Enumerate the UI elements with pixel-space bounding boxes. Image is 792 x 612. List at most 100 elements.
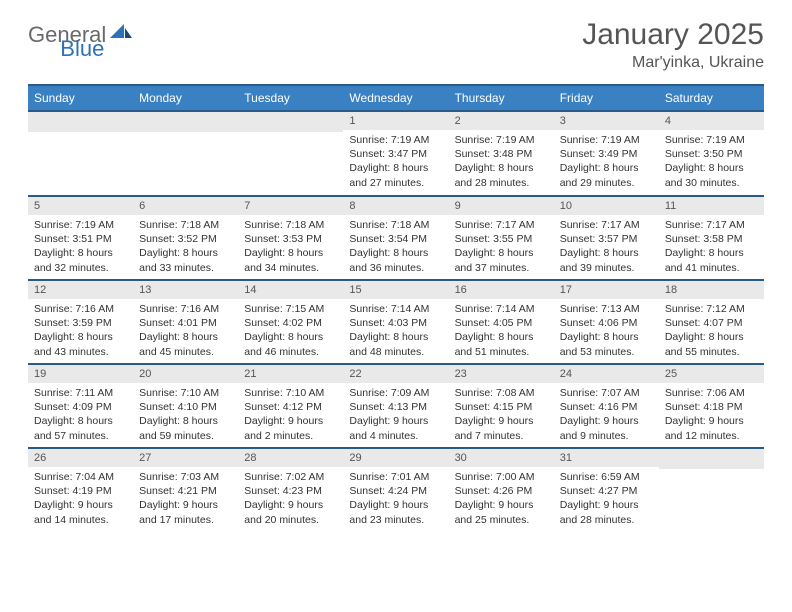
daylight-line: Daylight: 9 hours and 4 minutes. [349,414,442,442]
sunset-line: Sunset: 3:47 PM [349,147,442,161]
day-number: 9 [449,197,554,215]
sunset-line: Sunset: 4:15 PM [455,400,548,414]
dow-cell: Thursday [449,86,554,110]
day-number: 19 [28,365,133,383]
sunrise-line: Sunrise: 7:18 AM [139,218,232,232]
sunset-line: Sunset: 4:03 PM [349,316,442,330]
sunset-line: Sunset: 4:23 PM [244,484,337,498]
sunset-line: Sunset: 4:02 PM [244,316,337,330]
calendar-day-cell: 13Sunrise: 7:16 AMSunset: 4:01 PMDayligh… [133,281,238,363]
calendar-day-cell: 3Sunrise: 7:19 AMSunset: 3:49 PMDaylight… [554,112,659,195]
daylight-line: Daylight: 8 hours and 30 minutes. [665,161,758,189]
sunrise-line: Sunrise: 7:16 AM [34,302,127,316]
daylight-line: Daylight: 8 hours and 28 minutes. [455,161,548,189]
daylight-line: Daylight: 9 hours and 2 minutes. [244,414,337,442]
daylight-line: Daylight: 9 hours and 14 minutes. [34,498,127,526]
sunset-line: Sunset: 3:53 PM [244,232,337,246]
day-body: Sunrise: 7:06 AMSunset: 4:18 PMDaylight:… [659,383,764,447]
day-body [28,132,133,195]
daylight-line: Daylight: 8 hours and 32 minutes. [34,246,127,274]
sunrise-line: Sunrise: 7:15 AM [244,302,337,316]
daylight-line: Daylight: 8 hours and 39 minutes. [560,246,653,274]
sunrise-line: Sunrise: 7:14 AM [455,302,548,316]
sunrise-line: Sunrise: 7:10 AM [244,386,337,400]
day-body: Sunrise: 7:13 AMSunset: 4:06 PMDaylight:… [554,299,659,363]
calendar-day-cell: 17Sunrise: 7:13 AMSunset: 4:06 PMDayligh… [554,281,659,363]
calendar: SundayMondayTuesdayWednesdayThursdayFrid… [28,84,764,532]
calendar-day-cell: 18Sunrise: 7:12 AMSunset: 4:07 PMDayligh… [659,281,764,363]
sunrise-line: Sunrise: 7:19 AM [34,218,127,232]
sunset-line: Sunset: 4:05 PM [455,316,548,330]
daylight-line: Daylight: 8 hours and 41 minutes. [665,246,758,274]
sunrise-line: Sunrise: 7:04 AM [34,470,127,484]
day-body: Sunrise: 7:16 AMSunset: 4:01 PMDaylight:… [133,299,238,363]
day-body: Sunrise: 7:04 AMSunset: 4:19 PMDaylight:… [28,467,133,531]
calendar-day-cell: 22Sunrise: 7:09 AMSunset: 4:13 PMDayligh… [343,365,448,447]
day-number: 21 [238,365,343,383]
calendar-day-cell: 28Sunrise: 7:02 AMSunset: 4:23 PMDayligh… [238,449,343,532]
dow-cell: Sunday [28,86,133,110]
sunset-line: Sunset: 4:16 PM [560,400,653,414]
calendar-week-row: 1Sunrise: 7:19 AMSunset: 3:47 PMDaylight… [28,110,764,195]
calendar-day-cell: 27Sunrise: 7:03 AMSunset: 4:21 PMDayligh… [133,449,238,532]
calendar-day-cell: 26Sunrise: 7:04 AMSunset: 4:19 PMDayligh… [28,449,133,532]
sunrise-line: Sunrise: 7:16 AM [139,302,232,316]
dow-cell: Tuesday [238,86,343,110]
sunset-line: Sunset: 4:10 PM [139,400,232,414]
sunrise-line: Sunrise: 7:19 AM [455,133,548,147]
day-number: 15 [343,281,448,299]
sunset-line: Sunset: 3:52 PM [139,232,232,246]
sunset-line: Sunset: 4:07 PM [665,316,758,330]
header: General Blue January 2025 Mar'yinka, Ukr… [28,18,764,72]
day-number [133,112,238,132]
sunrise-line: Sunrise: 7:19 AM [349,133,442,147]
day-number: 20 [133,365,238,383]
day-body: Sunrise: 7:09 AMSunset: 4:13 PMDaylight:… [343,383,448,447]
calendar-day-cell: 7Sunrise: 7:18 AMSunset: 3:53 PMDaylight… [238,197,343,279]
day-body: Sunrise: 7:10 AMSunset: 4:10 PMDaylight:… [133,383,238,447]
sunset-line: Sunset: 4:26 PM [455,484,548,498]
sunrise-line: Sunrise: 7:17 AM [665,218,758,232]
sunset-line: Sunset: 3:48 PM [455,147,548,161]
sunrise-line: Sunrise: 7:00 AM [455,470,548,484]
calendar-week-row: 12Sunrise: 7:16 AMSunset: 3:59 PMDayligh… [28,279,764,363]
calendar-day-cell [238,112,343,195]
calendar-day-cell: 8Sunrise: 7:18 AMSunset: 3:54 PMDaylight… [343,197,448,279]
logo-text-blue: Blue [60,36,104,62]
sunrise-line: Sunrise: 7:17 AM [455,218,548,232]
sunrise-line: Sunrise: 7:13 AM [560,302,653,316]
daylight-line: Daylight: 8 hours and 53 minutes. [560,330,653,358]
day-number: 12 [28,281,133,299]
day-number: 30 [449,449,554,467]
calendar-day-cell: 20Sunrise: 7:10 AMSunset: 4:10 PMDayligh… [133,365,238,447]
logo-sail-icon [110,24,132,47]
day-body: Sunrise: 7:19 AMSunset: 3:47 PMDaylight:… [343,130,448,194]
day-body: Sunrise: 7:18 AMSunset: 3:53 PMDaylight:… [238,215,343,279]
sunrise-line: Sunrise: 7:19 AM [560,133,653,147]
day-body: Sunrise: 7:16 AMSunset: 3:59 PMDaylight:… [28,299,133,363]
day-number [659,449,764,469]
dow-cell: Saturday [659,86,764,110]
day-body: Sunrise: 6:59 AMSunset: 4:27 PMDaylight:… [554,467,659,531]
day-body: Sunrise: 7:17 AMSunset: 3:57 PMDaylight:… [554,215,659,279]
day-number: 3 [554,112,659,130]
day-body [133,132,238,195]
sunrise-line: Sunrise: 7:09 AM [349,386,442,400]
day-number: 29 [343,449,448,467]
calendar-week-row: 26Sunrise: 7:04 AMSunset: 4:19 PMDayligh… [28,447,764,532]
calendar-day-cell: 6Sunrise: 7:18 AMSunset: 3:52 PMDaylight… [133,197,238,279]
day-number: 27 [133,449,238,467]
day-body: Sunrise: 7:03 AMSunset: 4:21 PMDaylight:… [133,467,238,531]
daylight-line: Daylight: 8 hours and 29 minutes. [560,161,653,189]
logo: General Blue [28,22,180,48]
day-number: 5 [28,197,133,215]
day-number: 17 [554,281,659,299]
day-body: Sunrise: 7:19 AMSunset: 3:51 PMDaylight:… [28,215,133,279]
day-body: Sunrise: 7:17 AMSunset: 3:55 PMDaylight:… [449,215,554,279]
calendar-day-cell [28,112,133,195]
sunrise-line: Sunrise: 7:03 AM [139,470,232,484]
sunrise-line: Sunrise: 7:14 AM [349,302,442,316]
day-body: Sunrise: 7:19 AMSunset: 3:50 PMDaylight:… [659,130,764,194]
sunrise-line: Sunrise: 7:11 AM [34,386,127,400]
sunset-line: Sunset: 4:09 PM [34,400,127,414]
